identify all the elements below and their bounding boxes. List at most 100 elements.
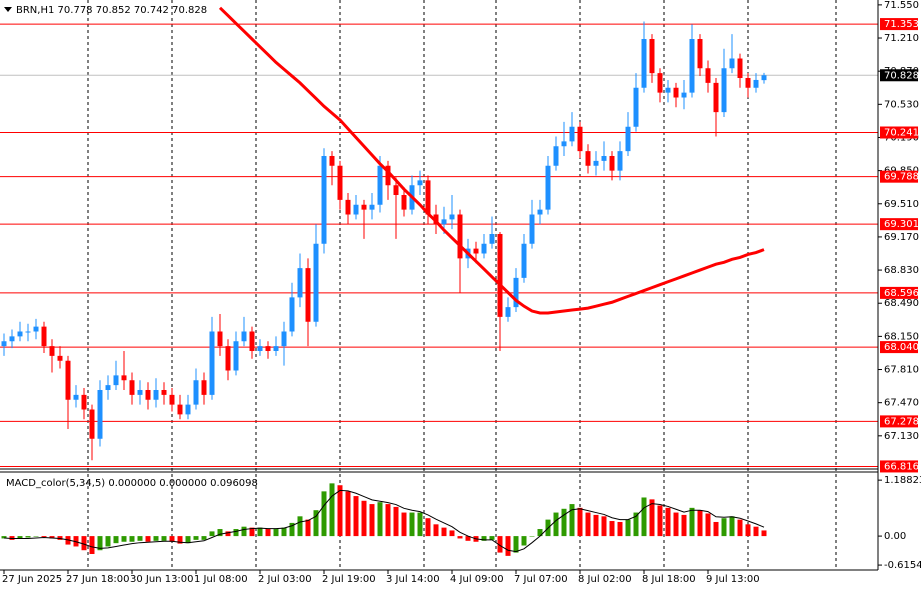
- candle-body: [225, 346, 231, 371]
- candle-body: [425, 180, 431, 215]
- macd-bar: [161, 536, 167, 541]
- macd-bar: [753, 526, 759, 537]
- level-label: 69.788: [884, 172, 919, 183]
- macd-bar: [185, 536, 191, 544]
- candle-body: [385, 165, 391, 186]
- macd-bar: [617, 521, 623, 537]
- macd-bar: [25, 536, 31, 538]
- candle-body: [401, 195, 407, 210]
- candle-body: [241, 331, 247, 342]
- macd-bar: [361, 500, 367, 537]
- candle-body: [601, 156, 607, 161]
- macd-bar: [689, 507, 695, 537]
- candle-body: [713, 82, 719, 113]
- candle-body: [481, 243, 487, 254]
- macd-bar: [761, 530, 767, 537]
- macd-bar: [705, 513, 711, 537]
- candle-body: [625, 126, 631, 152]
- macd-bar: [577, 507, 583, 537]
- candle-body: [129, 380, 135, 395]
- candle-body: [97, 390, 103, 439]
- candle-body: [81, 394, 87, 410]
- level-label: 69.301: [884, 219, 919, 230]
- macd-bar: [1, 536, 7, 539]
- menu-icon[interactable]: [4, 7, 12, 12]
- candle-body: [145, 390, 151, 400]
- x-tick-label: 8 Jul 02:00: [578, 574, 632, 585]
- x-tick-label: 9 Jul 13:00: [706, 574, 760, 585]
- current-price-label: 70.828: [884, 70, 919, 81]
- x-tick-label: 3 Jul 14:00: [386, 574, 440, 585]
- macd-bar: [273, 529, 279, 537]
- macd-bar: [569, 504, 575, 537]
- candle-body: [57, 355, 63, 361]
- candle-body: [177, 404, 183, 415]
- macd-bar: [489, 536, 495, 540]
- macd-bar: [737, 519, 743, 537]
- symbol: BRN,H1: [16, 5, 54, 16]
- macd-bar: [673, 512, 679, 537]
- macd-bar: [201, 536, 207, 540]
- macd-bar: [601, 516, 607, 537]
- x-tick-label: 27 Jun 18:00: [66, 574, 130, 585]
- candle-body: [673, 87, 679, 98]
- candle-body: [641, 39, 647, 88]
- high-value: 70.852: [96, 5, 131, 16]
- macd-bar: [321, 491, 327, 537]
- y-tick-label: 69.510: [884, 199, 919, 210]
- level-label: 66.816: [884, 461, 919, 472]
- macd-bar: [729, 516, 735, 537]
- y-tick-label: 68.150: [884, 331, 919, 342]
- macd-bar: [481, 536, 487, 541]
- macd-bar: [409, 512, 415, 537]
- candle-body: [281, 331, 287, 347]
- macd-bar: [281, 527, 287, 537]
- candle-body: [505, 307, 511, 317]
- candle-body: [233, 341, 239, 371]
- macd-bar: [249, 527, 255, 537]
- x-tick-label: 2 Jul 19:00: [322, 574, 376, 585]
- candle-body: [329, 156, 335, 166]
- candle-body: [753, 79, 759, 88]
- candle-body: [705, 68, 711, 83]
- candle-body: [49, 346, 55, 356]
- macd-y-tick-label: 0.00: [884, 531, 906, 542]
- candle-body: [337, 165, 343, 200]
- macd-bar: [337, 485, 343, 537]
- candle-body: [121, 375, 127, 381]
- macd-bar: [585, 512, 591, 537]
- macd-bar: [449, 530, 455, 537]
- candle-body: [497, 234, 503, 317]
- macd-bar: [497, 536, 503, 553]
- candle-body: [545, 165, 551, 210]
- y-tick-label: 68.830: [884, 265, 919, 276]
- level-label-box: [880, 170, 918, 183]
- macd-bar: [153, 536, 159, 541]
- macd-bar: [425, 518, 431, 537]
- level-label: 68.596: [884, 288, 919, 299]
- level-label: 68.040: [884, 342, 919, 353]
- x-tick-label: 8 Jul 18:00: [642, 574, 696, 585]
- macd-bar: [657, 505, 663, 537]
- y-tick-label: 71.550: [884, 0, 919, 11]
- candle-body: [745, 78, 751, 88]
- macd-bar: [665, 507, 671, 537]
- macd-bar: [369, 504, 375, 537]
- macd-signal: [3, 489, 765, 553]
- macd-bar: [537, 529, 543, 537]
- macd-bar: [385, 504, 391, 537]
- candle-body: [257, 346, 263, 351]
- macd-bar: [377, 502, 383, 537]
- x-tick-label: 7 Jul 07:00: [514, 574, 568, 585]
- x-tick-label: 4 Jul 09:00: [450, 574, 504, 585]
- candle-body: [41, 326, 47, 347]
- level-label-box: [880, 341, 918, 354]
- macd-bar: [217, 529, 223, 537]
- macd-bar: [441, 527, 447, 537]
- macd-bar: [625, 519, 631, 537]
- candle-body: [657, 73, 663, 93]
- macd-bar: [513, 536, 519, 553]
- candle-body: [249, 331, 255, 351]
- candle-body: [105, 385, 111, 390]
